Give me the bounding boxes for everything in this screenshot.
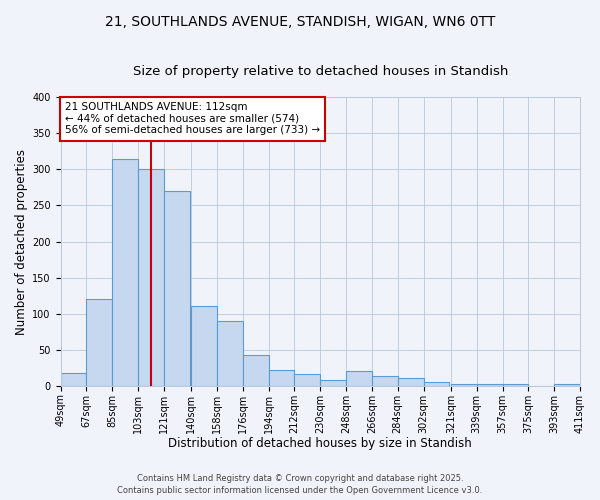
- Bar: [346, 372, 372, 386]
- Title: Size of property relative to detached houses in Standish: Size of property relative to detached ho…: [133, 65, 508, 78]
- Bar: [164, 191, 190, 386]
- Bar: [424, 382, 449, 386]
- Bar: [295, 374, 320, 386]
- Bar: [191, 306, 217, 386]
- Bar: [243, 355, 269, 386]
- Bar: [554, 384, 580, 386]
- Bar: [372, 376, 398, 386]
- Bar: [86, 299, 112, 386]
- Text: Contains HM Land Registry data © Crown copyright and database right 2025.
Contai: Contains HM Land Registry data © Crown c…: [118, 474, 482, 495]
- Text: 21 SOUTHLANDS AVENUE: 112sqm
← 44% of detached houses are smaller (574)
56% of s: 21 SOUTHLANDS AVENUE: 112sqm ← 44% of de…: [65, 102, 320, 136]
- Bar: [61, 373, 86, 386]
- Bar: [398, 378, 424, 386]
- Bar: [451, 384, 476, 386]
- Bar: [503, 384, 529, 386]
- Text: 21, SOUTHLANDS AVENUE, STANDISH, WIGAN, WN6 0TT: 21, SOUTHLANDS AVENUE, STANDISH, WIGAN, …: [105, 15, 495, 29]
- Bar: [138, 170, 164, 386]
- Bar: [476, 384, 503, 386]
- Y-axis label: Number of detached properties: Number of detached properties: [15, 148, 28, 334]
- Bar: [320, 380, 346, 386]
- Bar: [112, 158, 138, 386]
- Bar: [217, 321, 243, 386]
- X-axis label: Distribution of detached houses by size in Standish: Distribution of detached houses by size …: [169, 437, 472, 450]
- Bar: [269, 370, 295, 386]
